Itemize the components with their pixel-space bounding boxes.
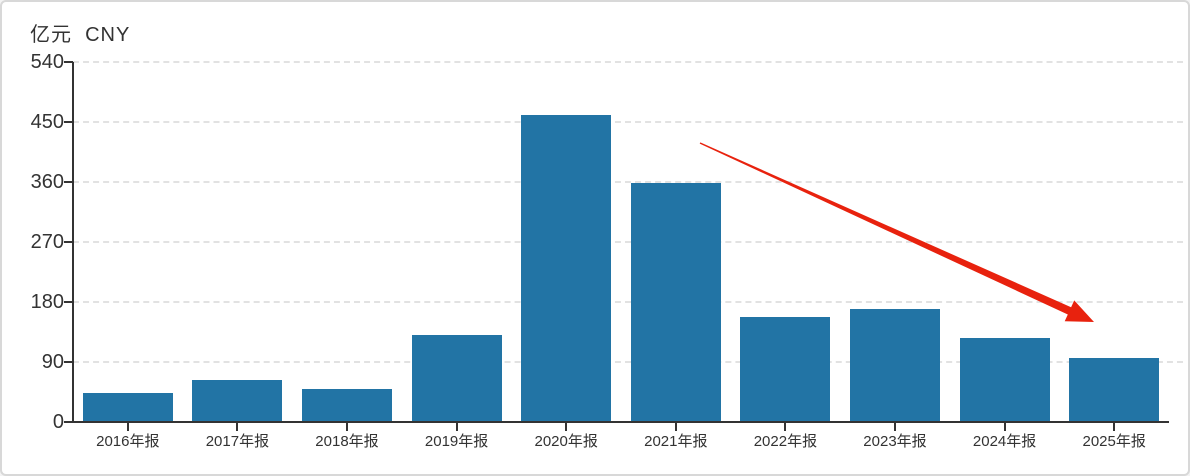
gridline-450 bbox=[73, 121, 1183, 123]
gridline-360 bbox=[73, 181, 1183, 183]
x-tick-label-2017年报: 2017年报 bbox=[205, 433, 270, 450]
x-tick-mark-2019年报 bbox=[455, 422, 458, 431]
x-tick-label-2018年报: 2018年报 bbox=[315, 433, 379, 450]
y-tick-label-450: 450 bbox=[30, 111, 64, 133]
x-tick-label-2021年报: 2021年报 bbox=[644, 433, 708, 450]
y-tick-mark-180 bbox=[64, 301, 73, 303]
x-axis-line bbox=[72, 421, 1169, 423]
bar-2025年报 bbox=[1069, 358, 1160, 422]
y-axis-line bbox=[72, 62, 74, 423]
x-tick-label-2016年报: 2016年报 bbox=[96, 433, 160, 450]
y-tick-mark-270 bbox=[64, 241, 73, 243]
bar-2018年报 bbox=[302, 389, 392, 422]
bar-2017年报 bbox=[192, 380, 283, 422]
x-tick-mark-2020年报 bbox=[565, 422, 568, 431]
y-tick-mark-360 bbox=[64, 181, 73, 183]
x-tick-label-2024年报: 2024年报 bbox=[972, 433, 1037, 450]
x-tick-label-2025年报: 2025年报 bbox=[1082, 433, 1146, 450]
x-tick-label-2023年报: 2023年报 bbox=[863, 433, 927, 450]
bar-2016年报 bbox=[82, 392, 173, 422]
bar-2023年报 bbox=[850, 309, 940, 422]
bar-2021年报 bbox=[630, 183, 721, 422]
gridline-90 bbox=[73, 361, 1183, 363]
x-tick-mark-2025年报 bbox=[1113, 422, 1116, 431]
x-tick-mark-2021年报 bbox=[674, 422, 677, 431]
x-tick-mark-2022年报 bbox=[784, 422, 787, 431]
y-tick-label-540: 540 bbox=[30, 51, 64, 73]
bar-2022年报 bbox=[740, 317, 831, 422]
x-tick-mark-2016年报 bbox=[126, 422, 129, 431]
y-tick-label-360: 360 bbox=[30, 171, 64, 193]
gridline-270 bbox=[73, 241, 1183, 243]
y-tick-mark-0 bbox=[64, 421, 73, 423]
x-tick-mark-2024年报 bbox=[1003, 422, 1006, 431]
y-tick-mark-540 bbox=[64, 61, 73, 63]
y-tick-mark-450 bbox=[64, 121, 73, 123]
x-tick-label-2022年报: 2022年报 bbox=[753, 433, 818, 450]
bar-2024年报 bbox=[959, 338, 1050, 422]
gridline-180 bbox=[73, 301, 1183, 303]
x-tick-mark-2018年报 bbox=[346, 422, 348, 431]
y-axis-unit-label: 亿元 CNY bbox=[30, 24, 131, 46]
x-tick-mark-2023年报 bbox=[894, 422, 896, 431]
y-tick-label-0: 0 bbox=[52, 411, 64, 433]
y-tick-label-270: 270 bbox=[30, 231, 64, 253]
bar-2019年报 bbox=[411, 335, 502, 422]
y-tick-mark-90 bbox=[64, 361, 73, 363]
gridline-540 bbox=[73, 61, 1183, 63]
x-tick-mark-2017年报 bbox=[236, 422, 239, 431]
x-tick-label-2020年报: 2020年报 bbox=[534, 433, 598, 450]
bar-2020年报 bbox=[521, 115, 612, 422]
y-tick-label-90: 90 bbox=[41, 351, 64, 373]
plot-area bbox=[73, 62, 1169, 422]
y-tick-label-180: 180 bbox=[30, 291, 64, 313]
x-tick-label-2019年报: 2019年报 bbox=[424, 433, 489, 450]
